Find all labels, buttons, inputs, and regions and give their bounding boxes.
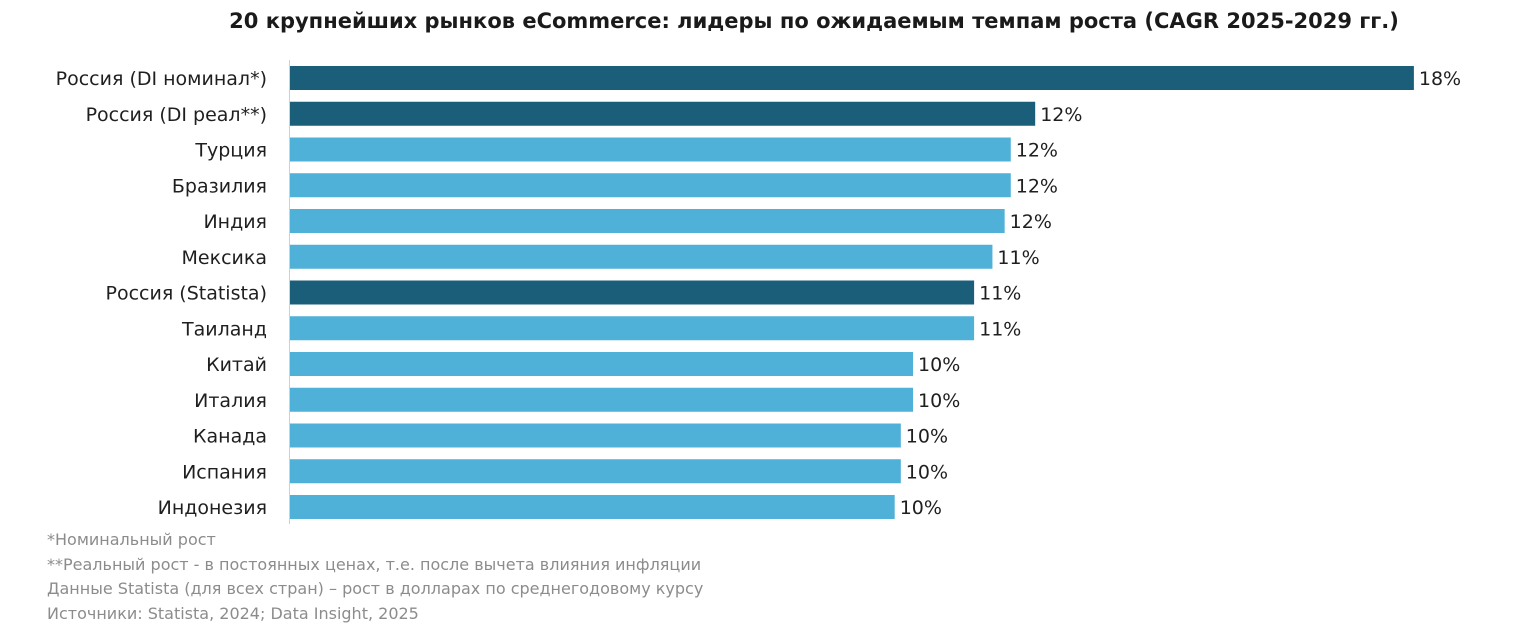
value-label: 11% (997, 247, 1039, 269)
category-label: Испания (182, 461, 267, 483)
bar-12 (290, 459, 901, 483)
value-label: 12% (1040, 104, 1082, 126)
category-label: Индия (203, 211, 267, 233)
footnote-statista: Данные Statista (для всех стран) – рост … (47, 577, 703, 602)
category-label: Италия (194, 390, 267, 412)
category-label: Россия (DI номинал*) (56, 68, 267, 90)
value-label: 10% (900, 497, 942, 519)
bar-13 (290, 495, 895, 519)
category-label: Китай (206, 354, 267, 376)
bar-chart: Россия (DI номинал*) 18% Россия (DI реал**… (0, 0, 1526, 530)
bar-9 (290, 352, 913, 376)
bars-group: Россия (DI номинал*) 18% Россия (DI реал**… (56, 66, 1461, 519)
value-label: 10% (906, 426, 948, 448)
footnote-real: **Реальный рост - в постоянных ценах, т.… (47, 553, 703, 578)
category-label: Россия (DI реал**) (86, 104, 267, 126)
value-label: 12% (1016, 175, 1058, 197)
value-label: 18% (1419, 68, 1461, 90)
bar-10 (290, 388, 913, 412)
category-label: Турция (194, 140, 267, 162)
category-label: Россия (Statista) (106, 283, 268, 305)
bar-11 (290, 424, 901, 448)
footnote-nominal: *Номинальный рост (47, 528, 703, 553)
category-label: Мексика (182, 247, 267, 269)
category-label: Индонезия (158, 497, 267, 519)
category-label: Бразилия (172, 175, 267, 197)
footnote-sources: Источники: Statista, 2024; Data Insight,… (47, 602, 703, 626)
bar-5 (290, 209, 1005, 233)
value-label: 10% (918, 390, 960, 412)
value-label: 12% (1016, 140, 1058, 162)
bar-8 (290, 316, 974, 340)
value-label: 10% (918, 354, 960, 376)
bar-2 (290, 102, 1035, 126)
footnotes: *Номинальный рост **Реальный рост - в по… (47, 528, 703, 626)
bar-6 (290, 245, 992, 269)
category-label: Таиланд (181, 318, 267, 340)
bar-1 (290, 66, 1414, 90)
bar-3 (290, 138, 1011, 162)
category-label: Канада (193, 426, 267, 448)
bar-7 (290, 281, 974, 305)
value-label: 12% (1010, 211, 1052, 233)
value-label: 10% (906, 461, 948, 483)
value-label: 11% (979, 318, 1021, 340)
value-label: 11% (979, 283, 1021, 305)
bar-4 (290, 173, 1011, 197)
